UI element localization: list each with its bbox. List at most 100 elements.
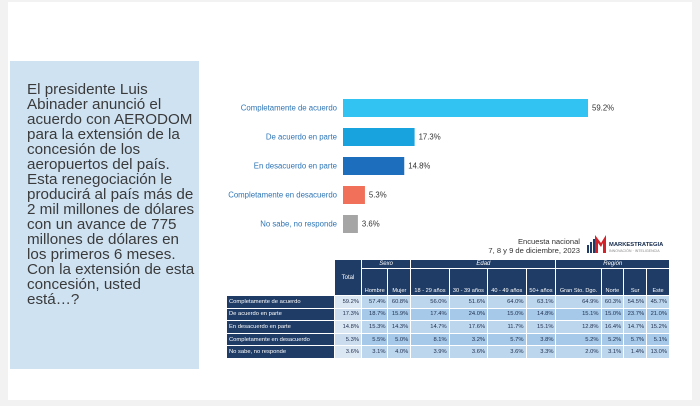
table-subheader: 40 - 49 años: [487, 268, 527, 296]
table-cell: 16.4%: [600, 320, 625, 334]
table-subheader: Sur: [623, 268, 648, 296]
table-cell: 3.2%: [448, 332, 489, 347]
bar: [343, 215, 358, 233]
table-cell: 60.8%: [387, 295, 412, 309]
table-subheader: Mujer: [387, 268, 412, 296]
table-cell: 3.6%: [448, 345, 489, 359]
category-label: Completamente de acuerdo: [241, 104, 338, 113]
question-text: El presidente Luis Abinader anunció el a…: [27, 81, 195, 308]
table-cell: 2.0%: [555, 345, 602, 359]
table-cell: 3.6%: [487, 345, 527, 359]
table-cell: 15.9%: [387, 307, 412, 322]
table-cell: 5.7%: [623, 332, 648, 347]
table-cell: 51.6%: [448, 295, 489, 309]
bar: [343, 99, 588, 117]
table-cell: 60.3%: [600, 295, 625, 309]
table-cell: 15.0%: [487, 307, 527, 322]
table-row-label: Completamente de acuerdo: [226, 295, 335, 309]
table-subheader: 50+ años: [525, 268, 557, 296]
table-cell: 5.2%: [555, 332, 602, 347]
bar-chart: Completamente de acuerdo 59.2% De acuerdo …: [228, 99, 614, 233]
table-cell: 57.4%: [360, 295, 389, 309]
table-subheader: 18 - 29 años: [410, 268, 450, 296]
table-cell: 15.1%: [525, 320, 557, 334]
table-cell: 24.0%: [448, 307, 489, 322]
table-cell: 15.0%: [600, 307, 625, 322]
table-row-label: No sabe, no responde: [226, 345, 335, 359]
table-cell: 45.7%: [646, 295, 670, 309]
table-cell: 11.7%: [487, 320, 527, 334]
table-cell: 54.5%: [623, 295, 648, 309]
table-cell: 5.2%: [600, 332, 625, 347]
logo-tagline: INNOVACIÓN · INTELIGENCIA: [609, 249, 660, 253]
table-row: No sabe, no responde 3.6% 3.1% 4.0% 3.9% 3.6%…: [226, 345, 670, 359]
subheader-row: Hombre Mujer 18 - 29 años 30 - 39 años 40 - …: [227, 268, 670, 296]
table-subheader: Este: [646, 268, 670, 296]
table-cell: 3.9%: [410, 345, 450, 359]
value-label: 59.2%: [592, 104, 614, 113]
table-row: De acuerdo en parte 17.3% 18.7% 15.9% 17.4% 2…: [226, 307, 670, 322]
table-subheader: Norte: [600, 268, 625, 296]
category-label: Completamente en desacuerdo: [228, 191, 337, 200]
value-label: 14.8%: [408, 162, 430, 171]
table-cell: 63.1%: [525, 295, 557, 309]
total-header: Total: [334, 259, 362, 296]
survey-dates: 7, 8 y 9 de diciembre, 2023: [488, 246, 580, 255]
table-cell: 17.4%: [410, 307, 450, 322]
category-label: No sabe, no responde: [260, 220, 337, 229]
table-cell: 15.2%: [646, 320, 670, 334]
value-label: 17.3%: [419, 133, 441, 142]
table-cell: 5.1%: [646, 332, 670, 347]
table-cell: 23.7%: [623, 307, 648, 322]
table-cell: 14.3%: [387, 320, 412, 334]
table-row: En desacuerdo en parte 14.8% 15.3% 14.3% 14.…: [226, 320, 670, 334]
table-row: Completamente de acuerdo 59.2% 57.4% 60.8% 5…: [226, 295, 670, 309]
table-body: Completamente de acuerdo 59.2% 57.4% 60.8% 5…: [226, 295, 670, 359]
group-header-region: Región: [555, 259, 670, 269]
value-label: 3.6%: [362, 220, 380, 229]
bar: [343, 157, 405, 175]
table-subheader: Gran Sto. Dgo.: [555, 268, 602, 296]
table-cell: 18.7%: [360, 307, 389, 322]
table-cell: 14.8%: [525, 307, 557, 322]
group-header-edad: Edad: [410, 259, 557, 269]
table-corner: [226, 259, 335, 296]
table-subheader: Hombre: [360, 268, 389, 296]
table-total-cell: 14.8%: [334, 320, 362, 334]
table-total-cell: 3.6%: [334, 345, 362, 359]
category-label: De acuerdo en parte: [266, 133, 337, 142]
table-cell: 3.1%: [600, 345, 625, 359]
table-cell: 13.0%: [646, 345, 670, 359]
table-cell: 8.1%: [410, 332, 450, 347]
table-cell: 4.0%: [387, 345, 412, 359]
table-subheader: 30 - 39 años: [448, 268, 489, 296]
table-row: Completamente en desacuerdo 5.3% 5.5% 5.0% 8…: [226, 332, 670, 347]
table-cell: 3.3%: [525, 345, 557, 359]
table-cell: 1.4%: [623, 345, 648, 359]
table-cell: 12.8%: [555, 320, 602, 334]
table-row-label: Completamente en desacuerdo: [226, 332, 335, 347]
table-total-cell: 5.3%: [334, 332, 362, 347]
table-cell: 14.7%: [623, 320, 648, 334]
bar: [343, 186, 365, 204]
bar: [343, 128, 415, 146]
question-panel: [10, 61, 199, 369]
survey-type: Encuesta nacional: [517, 237, 580, 246]
table-row-label: En desacuerdo en parte: [226, 320, 335, 334]
table-cell: 21.0%: [646, 307, 670, 322]
group-header-sexo: Sexo: [360, 259, 412, 269]
table-cell: 64.0%: [487, 295, 527, 309]
table-cell: 5.7%: [487, 332, 527, 347]
logo-name: MARKESTRATEGIA: [609, 242, 664, 248]
crosstab-table: Total Sexo Edad Región Hombre Mujer 18 - 2…: [226, 259, 670, 359]
logo-mark-icon: [587, 235, 606, 253]
table-total-cell: 59.2%: [334, 295, 362, 309]
table-cell: 3.8%: [525, 332, 557, 347]
table-cell: 17.6%: [448, 320, 489, 334]
table-row-label: De acuerdo en parte: [226, 307, 335, 322]
table-cell: 56.0%: [410, 295, 450, 309]
table-cell: 14.7%: [410, 320, 450, 334]
table-cell: 15.1%: [555, 307, 602, 322]
table-total-cell: 17.3%: [334, 307, 362, 322]
markestrategia-logo: MARKESTRATEGIA INNOVACIÓN · INTELIGENCIA: [585, 233, 673, 255]
